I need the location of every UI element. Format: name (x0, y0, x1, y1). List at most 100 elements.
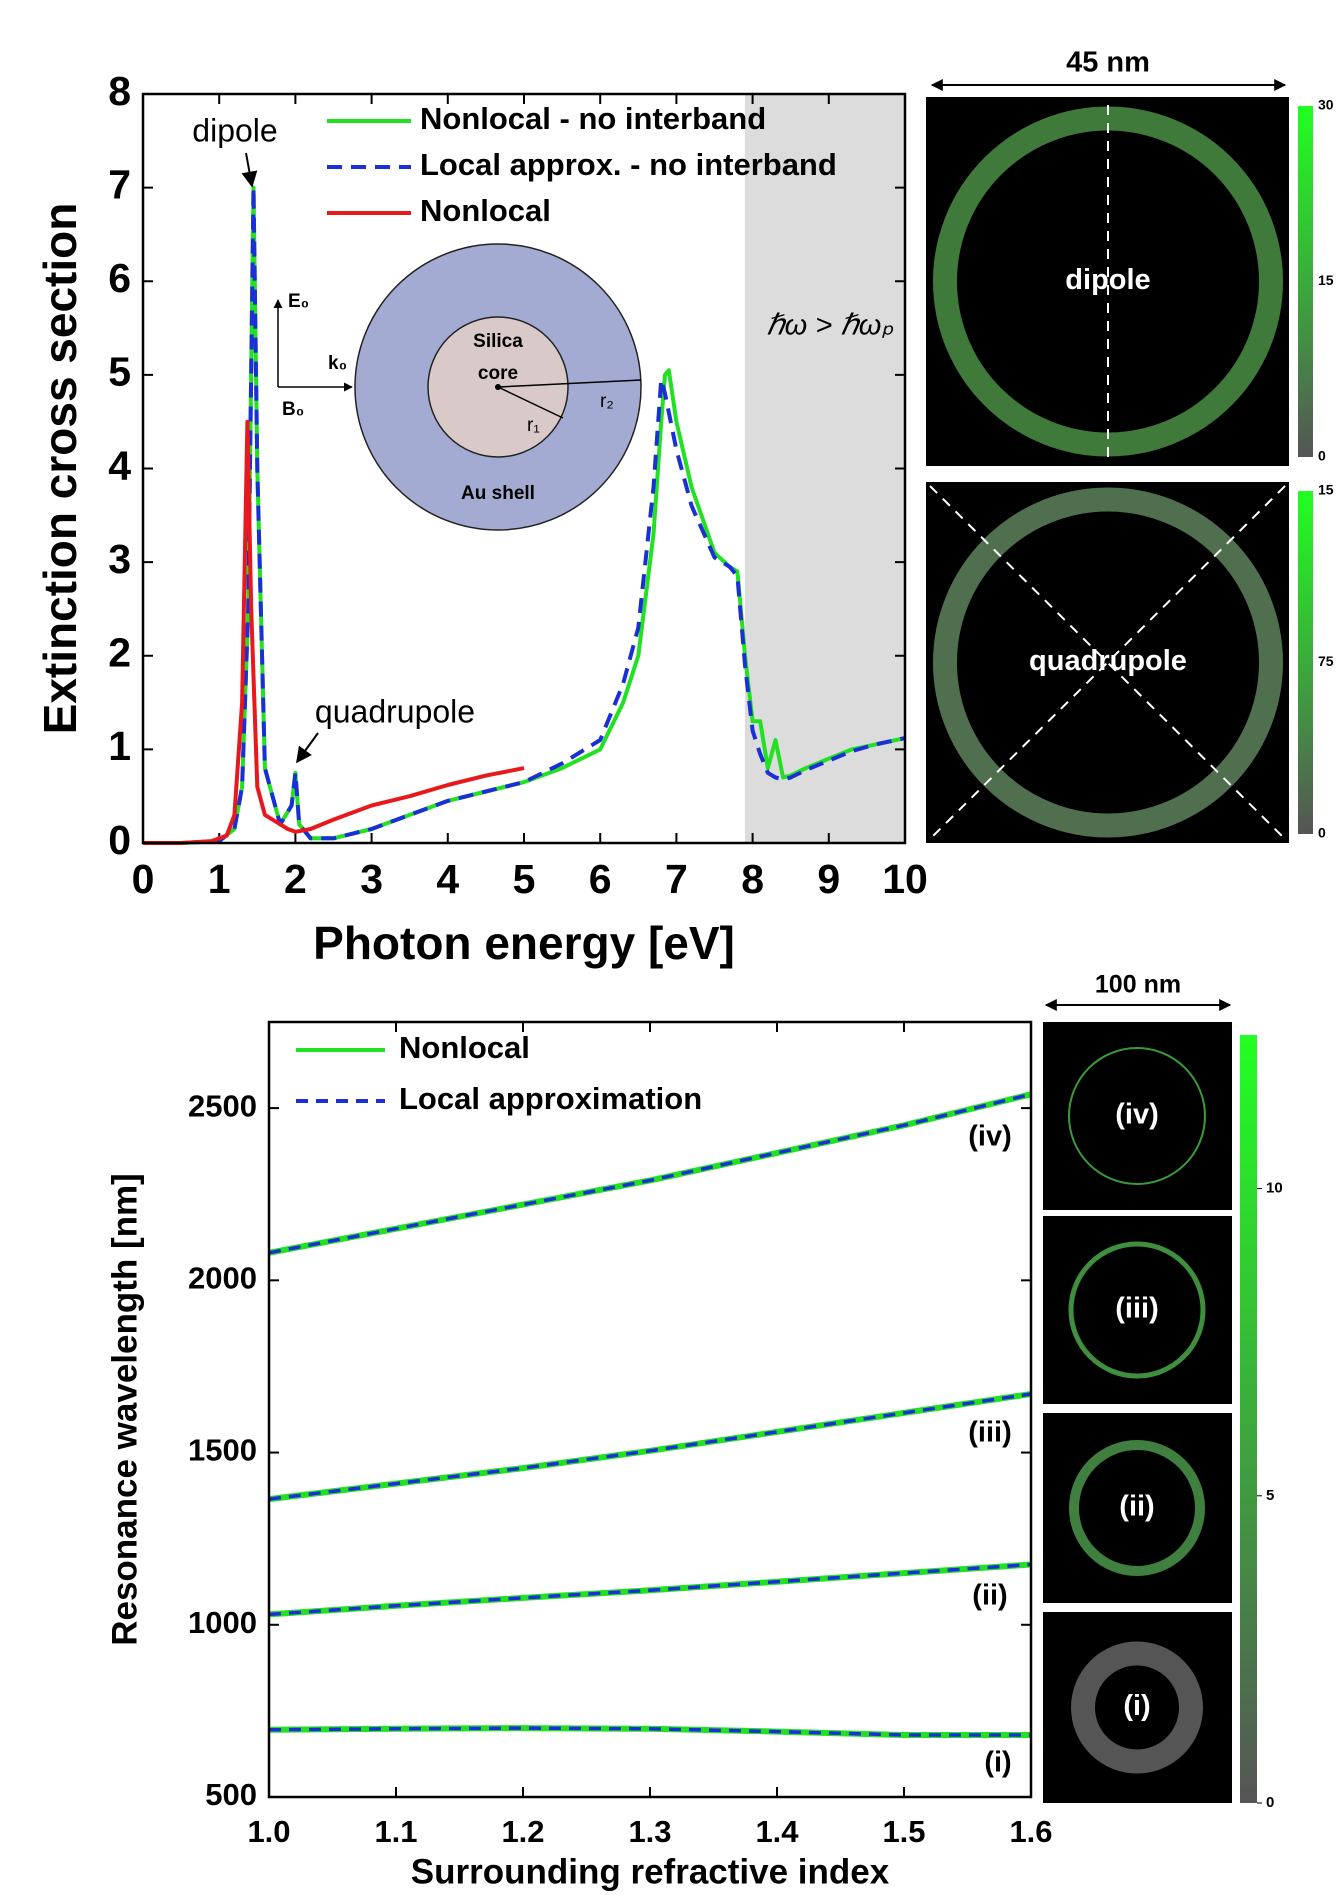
x-tick-label: 1.6 (1009, 1814, 1052, 1849)
x-tick-label: 1.3 (628, 1814, 671, 1849)
core-label: core (478, 363, 518, 384)
x-tick-label: 1.0 (247, 1814, 290, 1849)
legend-label: Nonlocal (399, 1030, 530, 1065)
symmetry-line (929, 485, 1286, 840)
x-tick-label: 4 (436, 856, 459, 902)
series-line (268, 1562, 1032, 1617)
y-tick-label: 4 (108, 442, 131, 488)
curve-label: (i) (984, 1747, 1011, 1779)
y-tick-label: 2 (108, 630, 131, 676)
plot-frame (267, 1020, 1033, 1799)
mode-label: dipole (1065, 264, 1150, 296)
y-axis-label: Extinction cross section (34, 203, 86, 735)
y-tick-label: 1500 (188, 1433, 257, 1468)
k-label: k₀ (328, 353, 347, 374)
curve-label: (iv) (968, 1121, 1012, 1153)
x-axis-label: Photon energy [eV] (313, 917, 735, 969)
x-tick-label: 1.4 (755, 1814, 799, 1849)
colorbar-label: 0 (1318, 825, 1326, 841)
x-tick-label: 5 (513, 856, 536, 902)
x-tick-label: 9 (817, 856, 840, 902)
scale-label: 100 nm (1095, 971, 1181, 999)
series-line (143, 185, 906, 845)
field-ring (1071, 1641, 1203, 1774)
mode-label: (i) (1123, 1690, 1150, 1722)
colorbar-label: 5 (1266, 1487, 1274, 1504)
scale-label: 45 nm (1066, 47, 1150, 79)
x-tick-label: 8 (741, 856, 764, 902)
x-tick-label: 1.1 (374, 1814, 417, 1849)
colorbar-label: 0 (1318, 448, 1326, 464)
x-tick-label: 1.2 (501, 1814, 544, 1849)
series-line (143, 419, 525, 845)
x-tick-label: 3 (360, 856, 383, 902)
x-tick-label: 2 (284, 856, 307, 902)
colorbar-label: 15 (1318, 482, 1334, 498)
annotation: quadrupole (315, 693, 475, 729)
field-ring (933, 106, 1283, 457)
y-tick-label: 500 (205, 1777, 257, 1812)
colorbar-label: 10 (1266, 1180, 1283, 1197)
symmetry-line (929, 485, 1286, 840)
legend-label: Nonlocal (420, 193, 551, 228)
y-axis-label: Resonance wavelength [nm] (105, 1173, 144, 1646)
field-ring (933, 487, 1283, 838)
x-tick-label: 1.5 (882, 1814, 925, 1849)
y-tick-label: 1000 (188, 1605, 257, 1640)
radius-r2 (497, 379, 642, 388)
y-tick-label: 3 (108, 536, 131, 582)
y-tick-label: 2000 (188, 1261, 257, 1296)
mode-label: quadrupole (1029, 645, 1187, 677)
b-label: B₀ (282, 399, 304, 420)
y-tick-label: 7 (108, 161, 131, 207)
y-tick-label: 2500 (188, 1088, 257, 1123)
colorbar-label: 30 (1318, 97, 1334, 113)
annotation: dipole (192, 112, 277, 148)
y-tick-label: 8 (108, 68, 131, 114)
colorbar (1298, 491, 1313, 834)
legend-label: Local approx. - no interband (420, 147, 837, 182)
field-ring (1068, 1047, 1206, 1185)
colorbar-label: 15 (1318, 272, 1334, 288)
plot-frame (141, 92, 907, 845)
y-tick-label: 6 (108, 255, 131, 301)
radius-r1 (497, 386, 564, 419)
x-tick-label: 7 (665, 856, 688, 902)
shaded-label: ℏω > ℏωₚ (766, 310, 894, 342)
e-label: E₀ (288, 291, 309, 312)
legend-label: Local approximation (399, 1081, 702, 1116)
mode-label: (ii) (1119, 1491, 1154, 1523)
curve-label: (iii) (968, 1417, 1012, 1449)
annotation-arrow (241, 152, 258, 188)
series-line (268, 1391, 1032, 1503)
curve-label: (ii) (972, 1580, 1007, 1612)
legend-label: Nonlocal - no interband (420, 101, 766, 136)
y-tick-label: 5 (108, 349, 131, 395)
shell-label: Au shell (461, 483, 535, 504)
series-line (268, 1092, 1032, 1255)
r1-label: r₁ (527, 415, 540, 436)
x-axis-label: Surrounding refractive index (411, 1852, 890, 1891)
shaded-region (744, 94, 905, 843)
series-line (268, 1726, 1031, 1737)
r2-label: r₂ (600, 391, 614, 412)
y-tick-label: 0 (108, 817, 131, 863)
field-map (1043, 1022, 1232, 1210)
x-tick-label: 10 (882, 856, 928, 902)
series-line (268, 1091, 1032, 1256)
x-tick-label: 1 (208, 856, 231, 902)
x-tick-label: 6 (589, 856, 612, 902)
mode-label: (iv) (1115, 1099, 1159, 1131)
colorbar-label: 75 (1318, 653, 1334, 669)
colorbar-label: 0 (1266, 1794, 1274, 1811)
mode-label: (iii) (1115, 1293, 1159, 1325)
core-label: Silica (473, 331, 523, 352)
field-ring (1068, 1241, 1206, 1379)
annotation-arrow (296, 732, 319, 764)
x-tick-label: 0 (132, 856, 155, 902)
series-line (268, 1392, 1032, 1501)
y-tick-label: 1 (108, 723, 131, 769)
colorbar (1298, 106, 1313, 457)
